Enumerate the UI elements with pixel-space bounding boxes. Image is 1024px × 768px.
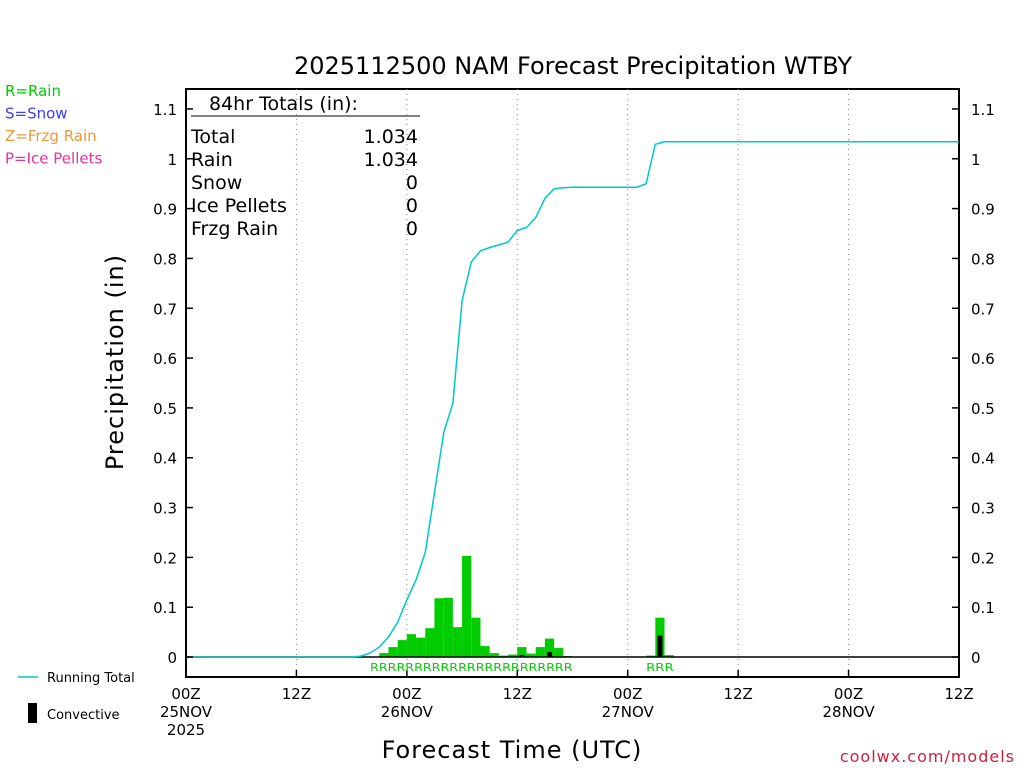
y-tick-label-left-0: 0 [167, 649, 177, 667]
totals-label-4: Frzg Rain [191, 218, 278, 240]
x-tick-label-5-0: 12Z [723, 685, 752, 703]
type-legend-1: S=Snow [5, 105, 68, 123]
convective-legend-swatch [28, 703, 37, 723]
y-tick-label-left-9: 0.9 [153, 201, 177, 219]
rain-bar-11 [480, 646, 490, 658]
y-tick-label-left-10: 1 [167, 151, 177, 169]
y-tick-label-left-8: 0.8 [153, 250, 177, 268]
precip-type-marks: RRRRRRRRRRRRRRRRRRRRRRR RRR [370, 661, 674, 674]
x-tick-label-4-1: 27NOV [602, 703, 655, 721]
x-tick-label-0-0: 00Z [171, 685, 200, 703]
rain-bar-19 [554, 648, 564, 658]
y-tick-label-right-6: 0.6 [971, 350, 995, 368]
y-tick-label-right-10: 1 [971, 151, 981, 169]
convective-bar-0 [519, 655, 525, 658]
rain-bar-6 [434, 598, 444, 658]
x-tick-label-4-0: 00Z [613, 685, 642, 703]
x-axis-label: Forecast Time (UTC) [382, 736, 643, 764]
rain-bar-17 [535, 647, 545, 658]
rain-bar-10 [471, 617, 481, 658]
rain-bar-1 [388, 647, 398, 658]
totals-box: 84hr Totals (in): Total 1.034 Rain 1.034 Sno… [190, 93, 420, 240]
x-tick-label-2-1: 26NOV [381, 703, 434, 721]
convective-legend-label: Convective [47, 708, 120, 723]
type-legend-2: Z=Frzg Rain [5, 127, 97, 145]
y-tick-label-right-1: 0.1 [971, 599, 995, 617]
y-axis-label: Precipitation (in) [101, 254, 129, 470]
totals-value-0: 1.034 [364, 126, 418, 148]
rain-bars [379, 555, 674, 658]
type-legend-0: R=Rain [5, 82, 61, 100]
y-tick-label-left-5: 0.5 [153, 400, 177, 418]
x-tick-label-7-0: 12Z [944, 685, 973, 703]
rain-bar-12 [489, 653, 499, 658]
totals-label-2: Snow [191, 172, 242, 194]
y-axis-left: 0 0.1 0.2 0.3 0.4 0.5 0.6 0.7 0.8 0.9 1 1.1 [153, 101, 193, 667]
y-tick-label-left-1: 0.1 [153, 599, 177, 617]
plot-frame [185, 88, 960, 678]
totals-value-4: 0 [406, 218, 418, 240]
rain-bar-14 [508, 654, 518, 658]
x-tick-label-6-1: 28NOV [823, 703, 876, 721]
rain-bar-23 [664, 655, 674, 658]
rain-bar-18 [544, 638, 555, 658]
x-tick-label-2-0: 00Z [392, 685, 421, 703]
rain-bar-9 [462, 555, 472, 658]
convective-bar-1 [546, 652, 553, 658]
running-total-line [186, 141, 959, 658]
running-total-legend-label: Running Total [47, 671, 135, 686]
precip-type-mark-1: RRR [646, 661, 674, 674]
rain-bar-2 [397, 640, 407, 658]
x-tick-label-3-0: 12Z [503, 685, 532, 703]
totals-heading: 84hr Totals (in): [209, 93, 358, 115]
rain-bar-0 [379, 653, 389, 658]
y-tick-label-right-5: 0.5 [971, 400, 995, 418]
y-tick-label-left-4: 0.4 [153, 450, 177, 468]
x-tick-label-6-0: 00Z [834, 685, 863, 703]
credit-text: coolwx.com/models [840, 747, 1015, 766]
totals-value-1: 1.034 [364, 149, 418, 171]
rain-bar-8 [452, 627, 463, 658]
y-tick-label-right-3: 0.3 [971, 500, 995, 518]
y-tick-label-right-7: 0.7 [971, 300, 995, 318]
rain-bar-15 [517, 647, 527, 658]
y-tick-label-left-7: 0.7 [153, 300, 177, 318]
rain-bar-4 [416, 637, 426, 658]
convective-bars [519, 635, 663, 658]
y-tick-label-right-4: 0.4 [971, 450, 995, 468]
totals-label-1: Rain [191, 149, 233, 171]
x-tick-label-1-0: 12Z [282, 685, 311, 703]
rain-bar-16 [526, 653, 536, 658]
y-tick-label-right-0: 0 [971, 649, 981, 667]
y-tick-label-left-6: 0.6 [153, 350, 177, 368]
y-tick-label-right-9: 0.9 [971, 201, 995, 219]
totals-value-3: 0 [406, 195, 418, 217]
totals-value-2: 0 [406, 172, 418, 194]
x-tick-label-0-2: 2025 [167, 721, 205, 739]
totals-label-0: Total [190, 126, 235, 148]
rain-bar-7 [443, 597, 453, 658]
x-tick-label-0-1: 25NOV [160, 703, 213, 721]
rain-bar-5 [425, 628, 435, 658]
totals-label-3: Ice Pellets [191, 195, 287, 217]
convective-bar-2 [657, 635, 663, 658]
grid-lines [295, 89, 850, 677]
y-tick-label-left-2: 0.2 [153, 549, 177, 567]
precip-type-legend: R=Rain S=Snow Z=Frzg Rain P=Ice Pellets [5, 82, 102, 168]
type-legend-3: P=Ice Pellets [5, 150, 102, 168]
y-tick-label-right-8: 0.8 [971, 250, 995, 268]
y-tick-label-left-3: 0.3 [153, 500, 177, 518]
y-axis-right: 0 0.1 0.2 0.3 0.4 0.5 0.6 0.7 0.8 0.9 1 1.1 [952, 101, 995, 667]
rain-bar-3 [406, 634, 417, 658]
chart-title: 2025112500 NAM Forecast Precipitation WT… [294, 52, 852, 80]
y-tick-label-left-11: 1.1 [153, 101, 177, 119]
totals-rows: Total 1.034 Rain 1.034 Snow 0 Ice Pellets 0 Frzg… [190, 126, 418, 240]
y-tick-label-right-11: 1.1 [971, 101, 995, 119]
y-tick-label-right-2: 0.2 [971, 549, 995, 567]
precip-type-mark-0: RRRRRRRRRRRRRRRRRRRRRRR [370, 661, 573, 674]
